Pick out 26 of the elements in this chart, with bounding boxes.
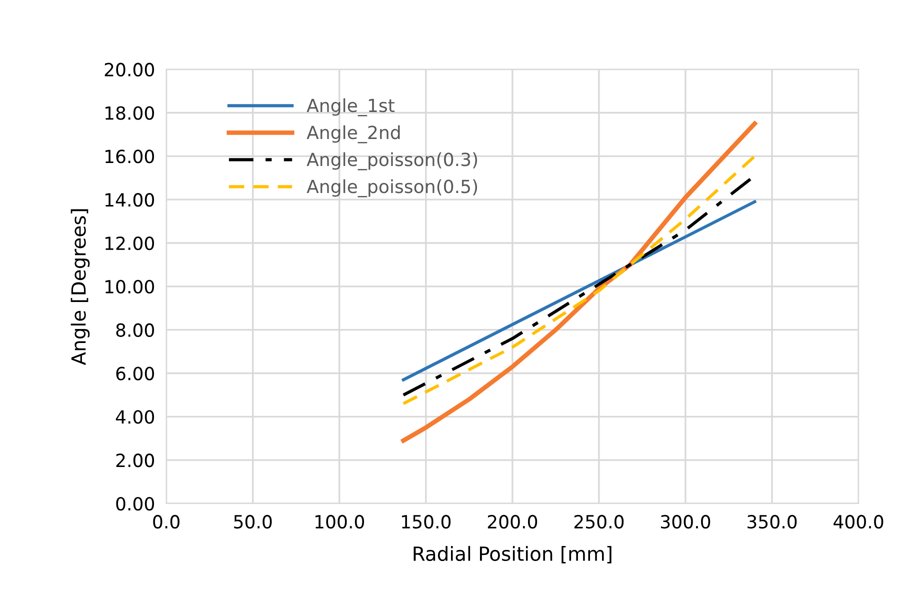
y-tick-label: 8.00 [116,323,154,337]
y-tick-label: 4.00 [116,410,154,424]
legend-label: Angle_2nd [306,125,400,144]
x-tick-label: 250.0 [574,514,624,529]
y-tick-label: 14.00 [106,193,154,207]
y-tick-label: 0.00 [116,496,154,511]
x-tick-label: 300.0 [661,514,710,529]
y-tick-label: 16.00 [106,150,154,164]
legend-label: Angle_1st [306,98,395,116]
y-tick-label: 18.00 [106,106,154,120]
legend-label: Angle_poisson(0.3) [306,152,478,170]
x-tick-label: 200.0 [488,514,538,529]
y-tick-label: 6.00 [116,366,154,380]
x-tick-label: 150.0 [402,514,451,529]
x-tick-label: 400.0 [834,514,884,529]
y-tick-label: 12.00 [106,236,154,250]
x-tick-label: 0.0 [153,514,180,529]
y-axis-title: Angle [Degrees] [70,209,90,366]
legend-label: Angle_poisson(0.5) [306,179,478,198]
x-tick-label: 50.0 [234,514,272,529]
y-tick-label: 20.00 [104,62,154,76]
x-tick-label: 350.0 [748,514,797,529]
y-tick-label: 10.00 [106,280,154,294]
y-tick-label: 2.00 [116,454,154,468]
x-axis-title: Radial Position [mm] [414,546,612,564]
x-tick-label: 100.0 [316,514,364,529]
